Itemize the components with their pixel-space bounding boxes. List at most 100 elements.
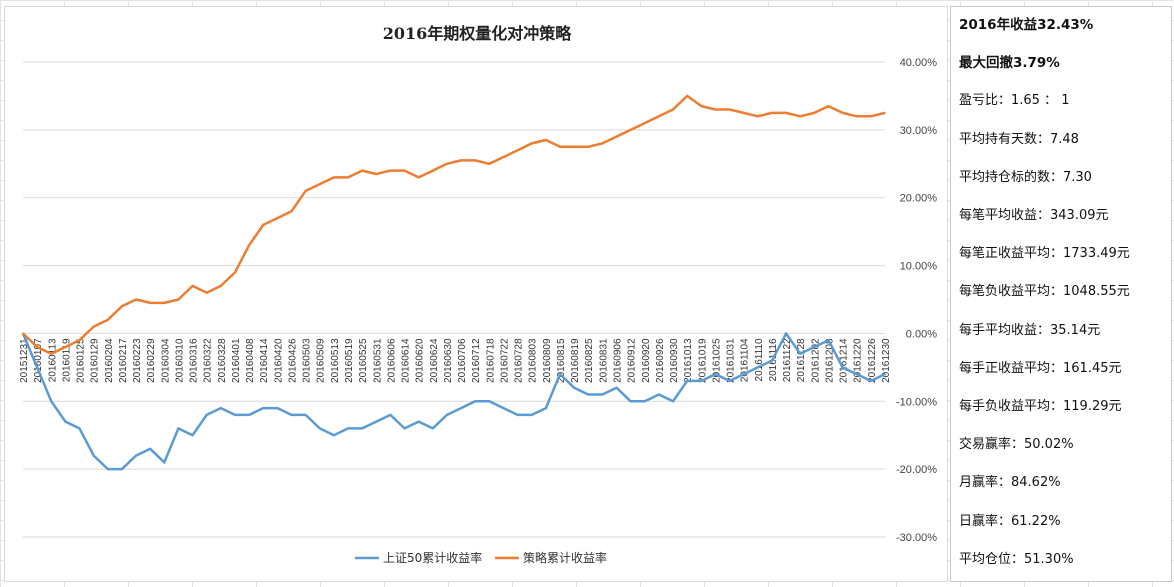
stat-line: 2016年收益32.43% xyxy=(959,17,1094,33)
stat-line: 最大回撤3.79% xyxy=(959,55,1060,72)
x-tick-label: 20161220 xyxy=(853,338,864,383)
data-point xyxy=(502,407,505,409)
data-point xyxy=(488,162,491,165)
data-point xyxy=(234,271,236,274)
x-tick-label: 20161122 xyxy=(782,338,793,382)
x-tick-label: 20161110 xyxy=(754,338,765,381)
data-point xyxy=(191,285,194,287)
data-point xyxy=(587,146,590,148)
stat-line: 日赢率：61.22% xyxy=(959,513,1061,529)
data-point xyxy=(672,108,674,111)
data-point xyxy=(248,414,250,416)
data-point xyxy=(149,447,151,450)
y-tick-label: 20.00% xyxy=(900,193,938,205)
data-point xyxy=(417,176,420,179)
data-point xyxy=(643,122,646,124)
x-tick-label: 20160503 xyxy=(302,338,313,383)
data-point xyxy=(389,169,392,172)
data-point xyxy=(757,115,759,118)
x-tick-label: 20160204 xyxy=(104,338,115,383)
x-tick-label: 20160328 xyxy=(217,338,228,383)
data-point xyxy=(163,461,166,464)
data-point xyxy=(92,454,95,457)
data-point xyxy=(78,339,81,342)
x-tick-label: 20161226 xyxy=(867,338,878,383)
data-point xyxy=(813,112,816,114)
data-point xyxy=(446,414,448,416)
data-point xyxy=(771,359,773,362)
data-point xyxy=(771,112,773,114)
data-point xyxy=(375,420,378,423)
data-point xyxy=(488,400,491,403)
data-point xyxy=(629,129,632,131)
legend-label: 上证50累计收益率 xyxy=(383,550,482,565)
data-point xyxy=(530,414,533,416)
y-axis-ticks: 40.00% 30.00% 20.00% 10.00% 0.00% -10.00% -20.… xyxy=(896,57,937,544)
x-tick-label: 20160113 xyxy=(47,338,58,382)
x-tick-label: 20160728 xyxy=(514,338,525,383)
data-point xyxy=(64,420,67,423)
data-point xyxy=(474,159,476,162)
data-point xyxy=(205,291,208,294)
stat-line: 每笔平均收益：343.09元 xyxy=(959,208,1109,223)
data-point xyxy=(841,366,844,369)
data-point xyxy=(672,400,674,403)
data-point xyxy=(50,400,53,403)
x-tick-label: 20161019 xyxy=(697,338,708,383)
data-point xyxy=(361,169,363,172)
x-tick-label: 20151231 xyxy=(19,338,30,383)
data-point xyxy=(559,146,561,148)
data-point xyxy=(248,244,250,247)
x-tick-label: 20160513 xyxy=(330,338,341,383)
x-tick-label: 20161104 xyxy=(740,338,751,382)
x-tick-label: 20161230 xyxy=(881,338,892,383)
stats-panel: 2016年收益32.43% 最大回撤3.79% 盈亏比：1.65 ： 1 平均持有天数… xyxy=(950,6,1172,582)
y-tick-label: 10.00% xyxy=(900,261,938,273)
data-point xyxy=(106,468,109,470)
x-tick-label: 20160819 xyxy=(570,338,581,383)
stat-line: 每手正收益平均：161.45元 xyxy=(959,360,1122,376)
data-point xyxy=(545,139,547,141)
data-point xyxy=(333,434,335,437)
x-tick-label: 20160815 xyxy=(556,338,567,383)
legend: 上证50累计收益率 策略累计收益率 xyxy=(355,550,607,565)
data-point xyxy=(121,468,123,470)
data-point xyxy=(841,112,844,114)
data-point xyxy=(318,427,321,430)
data-point xyxy=(799,352,802,355)
legend-label: 策略累计收益率 xyxy=(523,550,607,565)
data-point xyxy=(855,373,858,375)
data-point xyxy=(262,224,265,226)
data-point xyxy=(234,414,236,416)
data-point xyxy=(870,115,872,118)
x-tick-label: 20160912 xyxy=(627,338,638,383)
data-point xyxy=(276,217,279,219)
x-tick-label: 20160119 xyxy=(61,338,72,382)
data-point xyxy=(559,373,561,375)
data-point xyxy=(36,366,38,369)
data-point xyxy=(516,414,519,416)
x-tick-label: 20160229 xyxy=(146,338,157,383)
x-tick-label: 20160217 xyxy=(118,338,129,383)
data-point xyxy=(728,380,731,382)
data-point xyxy=(92,325,95,328)
data-point xyxy=(757,366,759,369)
x-tick-label: 20160525 xyxy=(358,338,369,383)
x-tick-label: 20160930 xyxy=(669,338,680,383)
x-tick-label: 20160606 xyxy=(386,338,397,383)
data-point xyxy=(375,173,378,175)
x-tick-label: 20160614 xyxy=(401,338,412,383)
data-point xyxy=(318,183,321,185)
chart-title: 2016年期权量化对冲策略 xyxy=(383,24,573,43)
data-point xyxy=(728,108,731,111)
x-tick-label: 20161214 xyxy=(839,338,850,383)
x-tick-label: 20160718 xyxy=(485,338,496,383)
data-point xyxy=(205,414,208,416)
data-point xyxy=(587,393,590,396)
x-tick-label: 20160401 xyxy=(231,338,242,383)
data-point xyxy=(460,407,462,409)
data-point xyxy=(121,305,123,308)
stat-line: 每笔负收益平均：1048.55元 xyxy=(959,284,1130,300)
data-point xyxy=(884,373,886,375)
data-point xyxy=(516,149,519,152)
